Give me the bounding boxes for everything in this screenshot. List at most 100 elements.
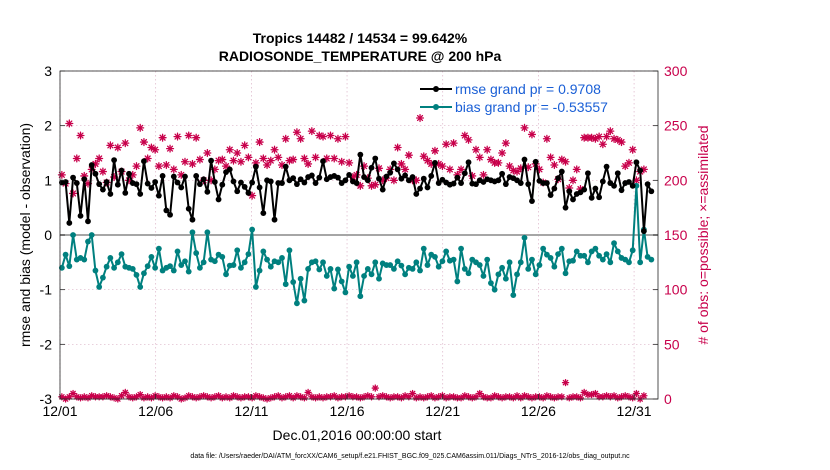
- bias-point: [458, 245, 464, 252]
- bias-point: [510, 292, 517, 299]
- obs-marker-stroke: [633, 177, 640, 184]
- obs-marker-stroke: [641, 392, 647, 399]
- rmse-point: [525, 181, 532, 188]
- rmse-point: [562, 204, 569, 211]
- obs-count-marker: [166, 144, 175, 153]
- rmse-point: [517, 180, 524, 186]
- obs-count-marker: [401, 165, 410, 174]
- rmse-point: [182, 173, 188, 180]
- bias-point: [189, 229, 196, 236]
- bias-point: [70, 232, 76, 238]
- obs-count-marker: [192, 133, 201, 142]
- rmse-point: [603, 163, 610, 170]
- obs-marker-stroke: [416, 114, 424, 122]
- bias-point: [305, 265, 312, 272]
- rmse-point: [417, 185, 423, 192]
- rmse-point: [428, 173, 435, 179]
- bias-point: [420, 245, 427, 252]
- bias-point: [282, 281, 289, 288]
- x-tick-label: 12/26: [521, 403, 556, 419]
- bias-point: [361, 273, 367, 279]
- bias-point: [260, 248, 267, 255]
- obs-marker-stroke: [603, 133, 610, 140]
- obs-marker-stroke: [394, 144, 401, 151]
- obs-count-marker: [498, 148, 507, 158]
- bias-point: [387, 262, 394, 268]
- rmse-point: [290, 175, 297, 182]
- obs-marker-stroke: [338, 158, 345, 165]
- rmse-point: [226, 166, 233, 173]
- obs-count-marker: [270, 145, 279, 154]
- rmse-point: [159, 173, 166, 179]
- bias-point: [611, 240, 617, 247]
- rmse-point: [387, 169, 394, 176]
- obs-zero-marker: [476, 389, 484, 398]
- bias-point: [211, 258, 218, 265]
- rmse-point: [588, 194, 595, 201]
- rmse-point: [379, 186, 386, 193]
- obs-count-marker: [296, 134, 305, 143]
- obs-count-marker: [151, 145, 160, 154]
- obs-marker-stroke: [267, 157, 274, 164]
- obs-marker-stroke: [245, 154, 252, 161]
- obs-count-marker: [65, 119, 74, 128]
- left-tick-label: -3: [40, 391, 53, 407]
- obs-count-marker: [98, 167, 107, 176]
- bias-point: [465, 270, 472, 277]
- bias-point: [256, 267, 263, 274]
- bias-point: [174, 248, 181, 255]
- rmse-point: [551, 185, 558, 192]
- bias-point: [167, 263, 173, 270]
- legend-bias-label: bias grand pr = -0.53557: [455, 99, 608, 115]
- right-tick-label: 100: [664, 282, 688, 298]
- y-axis-label-right: # of obs: o=possible; ×=assimilated: [695, 125, 711, 344]
- obs-count-marker: [76, 131, 85, 140]
- obs-marker-stroke: [260, 155, 267, 162]
- obs-count-marker: [550, 160, 559, 170]
- obs-marker-stroke: [558, 394, 565, 400]
- obs-marker-stroke: [558, 156, 565, 163]
- obs-count-marker: [389, 176, 398, 185]
- obs-marker-stroke: [633, 390, 640, 397]
- obs-marker-stroke: [327, 132, 334, 139]
- legend-rmse-label: rmse grand pr = 0.9708: [455, 81, 601, 97]
- obs-marker-stroke: [222, 163, 230, 170]
- bias-point: [118, 251, 125, 258]
- obs-marker-stroke: [372, 385, 379, 391]
- obs-marker-stroke: [528, 131, 536, 138]
- bias-point: [432, 253, 438, 260]
- rmse-point: [495, 177, 502, 184]
- bias-point: [424, 262, 431, 268]
- obs-marker-stroke: [193, 134, 200, 141]
- rmse-point: [499, 170, 506, 177]
- obs-count-marker: [326, 131, 335, 140]
- obs-marker-stroke: [439, 163, 446, 170]
- rmse-point: [92, 170, 99, 177]
- obs-marker-stroke: [461, 132, 468, 139]
- obs-marker-stroke: [435, 160, 442, 168]
- rmse-point: [189, 216, 196, 223]
- rmse-point: [238, 179, 244, 186]
- rmse-point: [529, 198, 535, 205]
- legend: rmse grand pr = 0.9708 bias grand pr = -…: [420, 81, 608, 115]
- obs-count-marker: [546, 153, 555, 162]
- obs-marker-stroke: [174, 394, 181, 400]
- bias-point: [394, 258, 401, 265]
- x-axis-label: Dec.01,2016 00:00:00 start: [273, 427, 442, 443]
- obs-count-marker: [479, 170, 488, 179]
- obs-marker-stroke: [398, 160, 405, 168]
- rmse-point: [435, 180, 442, 186]
- bias-point: [585, 259, 591, 266]
- x-tick-label: 12/21: [425, 403, 460, 419]
- rmse-point: [342, 177, 349, 184]
- obs-marker-stroke: [611, 392, 617, 399]
- obs-count-marker: [457, 165, 466, 174]
- obs-marker-stroke: [334, 135, 342, 142]
- obs-marker-stroke: [331, 155, 338, 162]
- bias-point: [529, 256, 535, 263]
- bias-point: [540, 245, 547, 252]
- rmse-point: [346, 171, 353, 178]
- bias-point: [454, 278, 461, 285]
- rmse-point: [256, 184, 263, 191]
- rmse-point: [454, 174, 461, 181]
